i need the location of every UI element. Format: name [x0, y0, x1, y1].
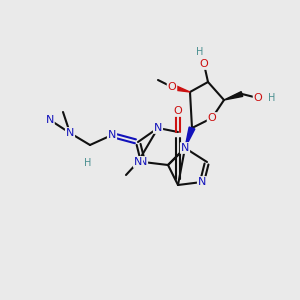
Text: N: N	[181, 143, 189, 153]
Polygon shape	[224, 92, 243, 100]
Polygon shape	[171, 84, 190, 92]
Text: H: H	[196, 47, 204, 57]
Polygon shape	[185, 127, 195, 148]
Text: O: O	[168, 82, 176, 92]
Text: N: N	[154, 123, 162, 133]
Text: N: N	[66, 128, 74, 138]
Text: H: H	[268, 93, 276, 103]
Text: O: O	[200, 59, 208, 69]
Text: O: O	[254, 93, 262, 103]
Text: O: O	[174, 106, 182, 116]
Text: N: N	[198, 177, 206, 187]
Text: H: H	[84, 158, 92, 168]
Text: N: N	[139, 157, 147, 167]
Text: O: O	[208, 113, 216, 123]
Text: N: N	[108, 130, 116, 140]
Text: N: N	[134, 157, 142, 167]
Text: N: N	[46, 115, 54, 125]
